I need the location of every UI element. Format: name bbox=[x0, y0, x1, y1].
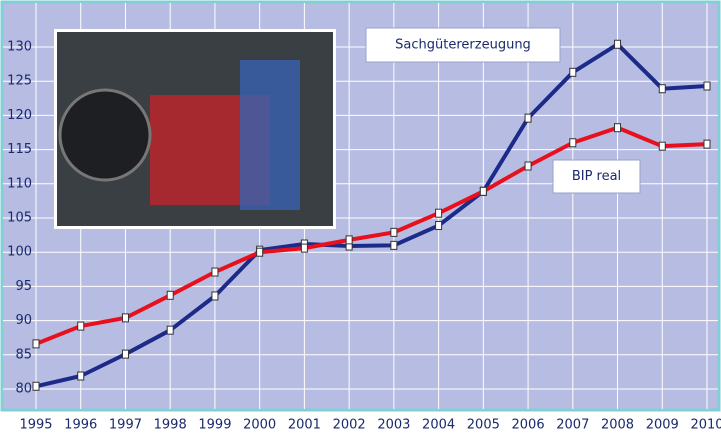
point-marker bbox=[658, 84, 666, 94]
y-tick-label: 85 bbox=[15, 347, 32, 362]
y-tick-label: 120 bbox=[7, 108, 32, 123]
legend-box bbox=[552, 159, 641, 194]
legend-label: BIP real bbox=[572, 169, 621, 184]
y-tick-label: 110 bbox=[7, 176, 32, 191]
y-tick-label: 100 bbox=[7, 245, 32, 260]
point-marker bbox=[32, 381, 40, 391]
point-marker bbox=[211, 291, 219, 301]
series-line bbox=[35, 42, 708, 389]
y-tick-label: 125 bbox=[7, 74, 32, 89]
point-marker bbox=[32, 339, 40, 349]
photo-worker bbox=[240, 60, 300, 210]
point-marker bbox=[166, 325, 174, 335]
legend-label: Sachgütererzeugung bbox=[395, 38, 531, 53]
point-marker bbox=[345, 235, 353, 245]
y-tick-label: 130 bbox=[7, 40, 32, 55]
point-marker bbox=[435, 208, 443, 218]
point-marker bbox=[77, 321, 85, 331]
point-marker bbox=[479, 186, 487, 196]
x-tick-label: 2002 bbox=[333, 418, 366, 433]
x-tick-label: 2001 bbox=[288, 418, 321, 433]
x-tick-label: 1995 bbox=[19, 418, 52, 433]
x-tick-label: 2008 bbox=[601, 418, 634, 433]
point-marker bbox=[77, 371, 85, 381]
x-tick-label: 2003 bbox=[377, 418, 410, 433]
point-marker bbox=[166, 290, 174, 300]
point-marker bbox=[390, 227, 398, 237]
point-marker bbox=[524, 161, 532, 171]
point-marker bbox=[614, 123, 622, 133]
x-tick-label: 1996 bbox=[64, 418, 97, 433]
x-tick-label: 1998 bbox=[154, 418, 187, 433]
x-tick-label: 1997 bbox=[109, 418, 142, 433]
point-marker bbox=[211, 267, 219, 277]
x-tick-label: 2007 bbox=[556, 418, 589, 433]
photo bbox=[54, 29, 336, 229]
point-marker bbox=[614, 39, 622, 49]
x-tick-label: 1999 bbox=[198, 418, 231, 433]
x-tick-label: 2000 bbox=[243, 418, 276, 433]
y-tick-label: 95 bbox=[15, 279, 32, 294]
point-marker bbox=[569, 67, 577, 77]
point-marker bbox=[121, 349, 129, 359]
point-marker bbox=[703, 139, 711, 149]
point-marker bbox=[256, 247, 264, 257]
x-tick-label: 2005 bbox=[467, 418, 500, 433]
y-tick-label: 90 bbox=[15, 313, 32, 328]
point-marker bbox=[658, 141, 666, 151]
point-marker bbox=[435, 221, 443, 231]
point-marker bbox=[390, 240, 398, 250]
x-tick-label: 2009 bbox=[646, 418, 679, 433]
y-tick-label: 115 bbox=[7, 142, 32, 157]
point-marker bbox=[524, 113, 532, 123]
series-line bbox=[35, 125, 708, 346]
point-marker bbox=[121, 313, 129, 323]
x-tick-label: 2006 bbox=[512, 418, 545, 433]
point-marker bbox=[569, 138, 577, 148]
point-marker bbox=[300, 243, 308, 253]
point-marker bbox=[703, 81, 711, 91]
y-tick-label: 105 bbox=[7, 211, 32, 226]
x-tick-label: 2010 bbox=[690, 418, 721, 433]
x-tick-label: 2004 bbox=[422, 418, 455, 433]
legend-box bbox=[365, 27, 561, 63]
lines bbox=[32, 39, 711, 391]
y-tick-label: 80 bbox=[15, 382, 32, 397]
photo-fan bbox=[58, 88, 152, 182]
